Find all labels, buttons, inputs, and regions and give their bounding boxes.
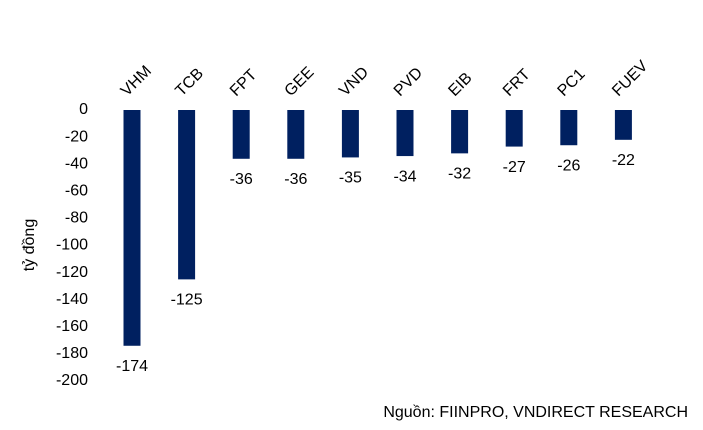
y-tick-label: -180 [56,345,88,362]
data-label: -174 [116,358,148,375]
x-tick-label: VND [336,64,372,100]
x-tick-label: GEE [282,64,318,100]
data-label: -22 [612,152,635,169]
data-label: -27 [503,159,526,176]
bar [505,110,523,147]
bar [614,110,632,140]
y-tick-label: -160 [56,318,88,335]
y-tick-label: -40 [65,155,88,172]
bar [123,110,141,346]
x-tick-label: TCB [172,65,207,100]
x-tick-label: PC1 [555,66,589,100]
x-tick-label: FRT [500,66,534,100]
data-label: -36 [230,171,253,188]
y-tick-label: -60 [65,183,88,200]
bar [178,110,196,280]
y-tick-label: -20 [65,128,88,145]
data-label: -125 [171,292,203,309]
data-label: -32 [448,166,471,183]
data-label: -36 [284,171,307,188]
x-tick-label: FUEV [609,57,651,99]
x-tick-label: FPT [227,66,261,100]
data-label: -35 [339,170,362,187]
bar [560,110,578,146]
data-label: -26 [557,157,580,174]
y-tick-label: -140 [56,291,88,308]
y-tick-label: -200 [56,372,88,389]
x-tick-label: EIB [445,70,475,100]
bar [341,110,359,158]
y-tick-label: -100 [56,237,88,254]
y-axis-label: tỷ đồng [21,219,38,271]
y-tick-label: 0 [79,101,88,118]
x-tick-label: PVD [391,65,426,100]
bar [396,110,414,157]
data-label: -34 [393,168,416,185]
y-tick-label: -80 [65,210,88,227]
source-note: Nguồn: FIINPRO, VNDIRECT RESEARCH [383,404,688,421]
y-tick-label: -120 [56,264,88,281]
x-tick-label: VHM [118,63,155,100]
bar [232,110,250,159]
bar [287,110,305,159]
bar [451,110,469,154]
